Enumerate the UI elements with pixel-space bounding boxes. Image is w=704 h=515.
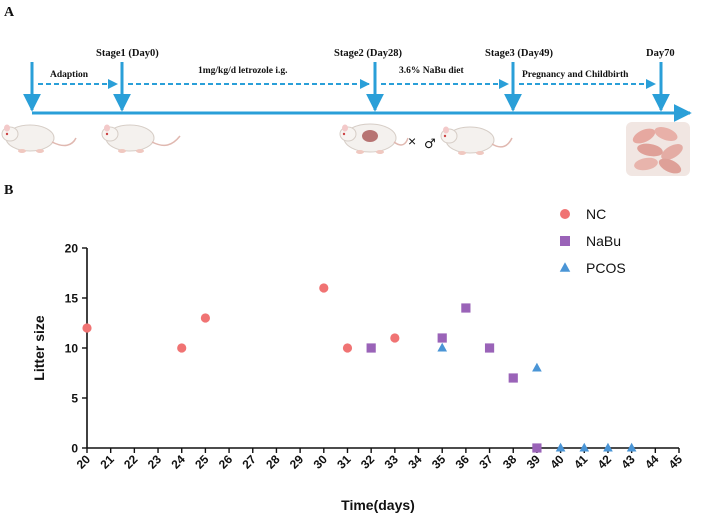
x-tick-label: 33 — [382, 452, 402, 472]
nc-point — [319, 283, 329, 293]
x-tick-label: 43 — [618, 452, 638, 472]
y-tick-label: 10 — [65, 342, 79, 356]
stage1-label: Stage1 (Day0) — [96, 48, 159, 59]
x-tick-label: 24 — [168, 452, 188, 472]
x-tick-label: 31 — [334, 452, 354, 472]
nabu-point — [366, 343, 376, 353]
phase-adaption-label: Adaption — [50, 70, 89, 80]
chart-legend: NC NaBu PCOS — [559, 206, 626, 276]
x-tick-label: 38 — [500, 452, 520, 472]
legend-nabu-label: NaBu — [586, 233, 621, 249]
x-tick-label: 42 — [595, 452, 615, 472]
x-tick-label: 32 — [358, 452, 378, 472]
rat-illustration-male — [440, 126, 513, 155]
nabu-point — [437, 333, 447, 343]
y-tick-label: 15 — [65, 292, 79, 306]
x-tick-label: 41 — [571, 452, 591, 472]
y-axis-title: Litter size — [31, 315, 47, 381]
x-tick-label: 26 — [216, 452, 236, 472]
legend-nc-label: NC — [586, 206, 606, 222]
nc-point — [342, 343, 353, 353]
legend-pcos-marker — [559, 262, 571, 272]
nc-point — [177, 343, 187, 353]
legend-nabu-marker — [560, 236, 570, 246]
phase-nabu-label: 3.6% NaBu diet — [399, 66, 464, 76]
mating-symbol: × — [408, 133, 416, 149]
x-tick-label: 30 — [311, 452, 331, 472]
panel-a-letter: A — [4, 5, 15, 20]
nc-point — [82, 323, 92, 333]
x-tick-label: 39 — [524, 452, 544, 472]
nabu-point — [532, 443, 542, 453]
x-tick-label: 36 — [453, 452, 473, 472]
panel-a-timeline: A Stage1 (Day0) Stage2 (Day28) Stage3 (D… — [1, 5, 692, 176]
chart-axes — [82, 247, 680, 453]
x-tick-labels: 20 21 22 23 24 25 26 27 28 29 30 31 32 33 34 35 36 37 38 39… — [74, 452, 686, 472]
x-tick-label: 27 — [240, 452, 260, 472]
x-tick-label: 29 — [287, 452, 307, 472]
phase-letrozole-label: 1mg/kg/d letrozole i.g. — [198, 66, 288, 76]
x-tick-label: 34 — [405, 452, 425, 472]
x-axis-title: Time(days) — [341, 497, 415, 513]
pcos-point — [532, 362, 542, 372]
x-tick-label: 35 — [429, 452, 449, 472]
nabu-point — [508, 373, 518, 383]
pcos-point — [626, 442, 637, 452]
y-tick-label: 20 — [65, 242, 79, 256]
rat-illustration-female — [339, 123, 409, 154]
nabu-point — [461, 303, 471, 313]
legend-pcos-label: PCOS — [586, 260, 626, 276]
pcos-point — [603, 442, 613, 452]
nc-point — [200, 313, 210, 323]
nc-point — [390, 333, 400, 343]
stage3-label: Stage3 (Day49) — [485, 48, 553, 59]
rat-illustration-2 — [101, 124, 181, 153]
x-tick-label: 28 — [263, 452, 283, 472]
phase-pregnancy-label: Pregnancy and Childbirth — [522, 70, 629, 80]
x-tick-label: 44 — [642, 452, 662, 472]
data-points — [82, 283, 637, 453]
nabu-point — [484, 343, 495, 353]
x-tick-label: 22 — [121, 452, 141, 472]
stage2-label: Stage2 (Day28) — [334, 48, 402, 59]
y-tick-labels: 0 5 10 15 20 — [65, 242, 79, 456]
male-symbol-icon: ♂ — [424, 137, 436, 152]
panel-b-letter: B — [4, 183, 13, 198]
x-tick-label: 23 — [145, 452, 165, 472]
pcos-point — [579, 442, 590, 452]
x-tick-label: 40 — [547, 452, 567, 472]
x-tick-label: 45 — [666, 452, 686, 472]
day70-label: Day70 — [646, 48, 675, 59]
panel-b-chart: B 20 21 22 23 24 25 26 27 28 29 30 31 32 33 34 35 36 37 38… — [4, 183, 685, 513]
pcos-point — [437, 342, 448, 352]
x-tick-label: 21 — [97, 452, 117, 472]
pups-illustration — [626, 122, 690, 176]
pcos-point — [555, 442, 566, 452]
legend-nc-marker — [560, 209, 570, 219]
x-tick-label: 37 — [476, 452, 496, 472]
y-tick-label: 0 — [71, 442, 78, 456]
y-tick-label: 5 — [71, 392, 78, 406]
x-tick-label: 25 — [192, 452, 212, 472]
rat-illustration-1 — [1, 124, 77, 153]
